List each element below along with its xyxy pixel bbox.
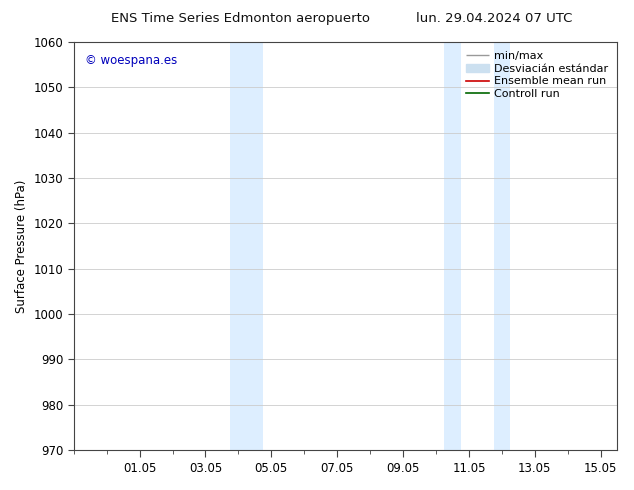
Y-axis label: Surface Pressure (hPa): Surface Pressure (hPa)	[15, 179, 28, 313]
Legend: min/max, Desviacián estándar, Ensemble mean run, Controll run: min/max, Desviacián estándar, Ensemble m…	[463, 48, 612, 102]
Text: © woespana.es: © woespana.es	[84, 54, 177, 67]
Bar	[247, 42, 263, 450]
Text: lun. 29.04.2024 07 UTC: lun. 29.04.2024 07 UTC	[417, 12, 573, 25]
Bar	[230, 42, 247, 450]
Bar	[494, 42, 510, 450]
Bar	[444, 42, 461, 450]
Text: ENS Time Series Edmonton aeropuerto: ENS Time Series Edmonton aeropuerto	[112, 12, 370, 25]
